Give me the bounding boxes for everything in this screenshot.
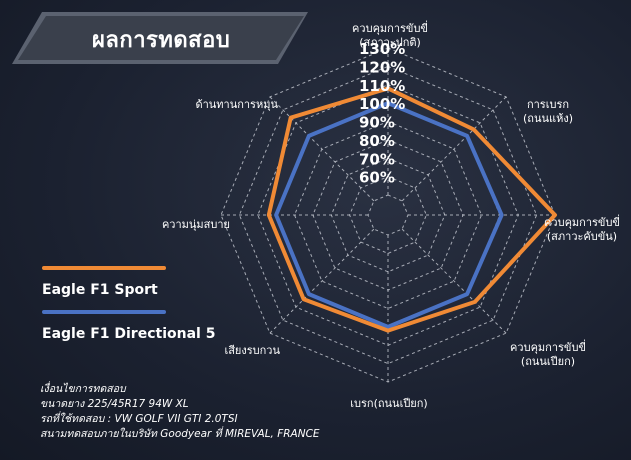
- grid-ring-50: [367, 194, 409, 236]
- axis-label-6: ความนุ่มสบาย: [118, 218, 230, 232]
- axis-label-1: การเบรก (ถนนแห้ง): [508, 98, 588, 126]
- legend-label-sport: Eagle F1 Sport: [42, 282, 158, 298]
- title-banner: [12, 12, 308, 64]
- tick-label-100: 100%: [359, 95, 405, 113]
- axis-label-0-line-0: ควบคุมการขับขี่: [352, 22, 428, 35]
- axis-label-5-line-0: เสียงรบกวน: [224, 344, 280, 357]
- series-layer: [266, 86, 557, 333]
- page-title: ผลการทดสอบ: [92, 28, 231, 53]
- tick-label-90: 90%: [359, 114, 395, 132]
- axis-label-6-line-0: ความนุ่มสบาย: [161, 218, 230, 231]
- axis-label-5: เสียงรบกวน: [196, 344, 280, 358]
- legend-label-directional: Eagle F1 Directional 5: [42, 326, 216, 342]
- grid-spoke-5: [269, 228, 375, 334]
- tick-label-80: 80%: [359, 132, 395, 150]
- conditions-tire-size: ขนาดยาง 225/45R17 94W XL: [40, 398, 189, 410]
- test-conditions: เงื่อนไขการทดสอบ ขนาดยาง 225/45R17 94W X…: [40, 382, 320, 442]
- axis-label-0-line-1: (สภาวะปกติ): [359, 36, 421, 49]
- legend-swatch-directional: [42, 310, 166, 314]
- tick-labels: 60%70%80%90%100%110%120%130%: [359, 40, 405, 187]
- grid-ring-70: [330, 157, 446, 273]
- axis-label-2: ควบคุมการขับขี่ (สภาวะคับขัน): [536, 216, 628, 244]
- axis-label-0: ควบคุมการขับขี่ (สภาวะปกติ): [330, 22, 450, 50]
- axis-label-7: ด้านทานการหมุน: [132, 98, 278, 112]
- legend-item-sport: Eagle F1 Sport: [42, 266, 166, 298]
- axis-label-3-line-1: (ถนนเปียก): [520, 355, 576, 368]
- series-line-directional: [274, 101, 504, 329]
- conditions-test-car: รถที่ใช้ทดสอบ : VW GOLF VII GTI 2.0TSI: [40, 413, 238, 425]
- grid-spoke-3: [401, 228, 507, 334]
- axis-label-1-line-1: (ถนนแห้ง): [523, 112, 573, 125]
- chart-grid: [220, 47, 556, 383]
- axis-label-1-line-0: การเบรก: [526, 98, 570, 111]
- tick-label-110: 110%: [359, 77, 405, 95]
- axis-label-3-line-0: ควบคุมการขับขี่: [510, 341, 586, 354]
- conditions-heading: เงื่อนไขการทดสอบ: [40, 383, 126, 395]
- grid-ring-120: [238, 65, 538, 365]
- conditions-test-track: สนามทดสอบภายในบริษัท Goodyear ที่ MIREVA…: [40, 428, 320, 440]
- axis-label-2-line-0: ควบคุมการขับขี่: [544, 216, 620, 229]
- series-line-sport: [266, 86, 557, 333]
- grid-spoke-1: [401, 96, 507, 202]
- axis-label-4-line-0: เบรก(ถนนเปียก): [350, 397, 428, 410]
- legend-item-directional: Eagle F1 Directional 5: [42, 310, 215, 342]
- axis-label-2-line-1: (สภาวะคับขัน): [546, 230, 618, 243]
- legend-swatch-sport: [42, 266, 166, 270]
- tick-label-120: 120%: [359, 58, 405, 76]
- axis-label-3: ควบคุมการขับขี่ (ถนนเปียก): [500, 341, 596, 369]
- tick-label-60: 60%: [359, 169, 395, 187]
- tick-label-130: 130%: [359, 40, 405, 58]
- grid-spoke-7: [269, 96, 375, 202]
- axis-label-7-line-0: ด้านทานการหมุน: [195, 98, 278, 111]
- axis-label-4: เบรก(ถนนเปียก): [322, 397, 456, 411]
- tick-label-70: 70%: [359, 150, 395, 168]
